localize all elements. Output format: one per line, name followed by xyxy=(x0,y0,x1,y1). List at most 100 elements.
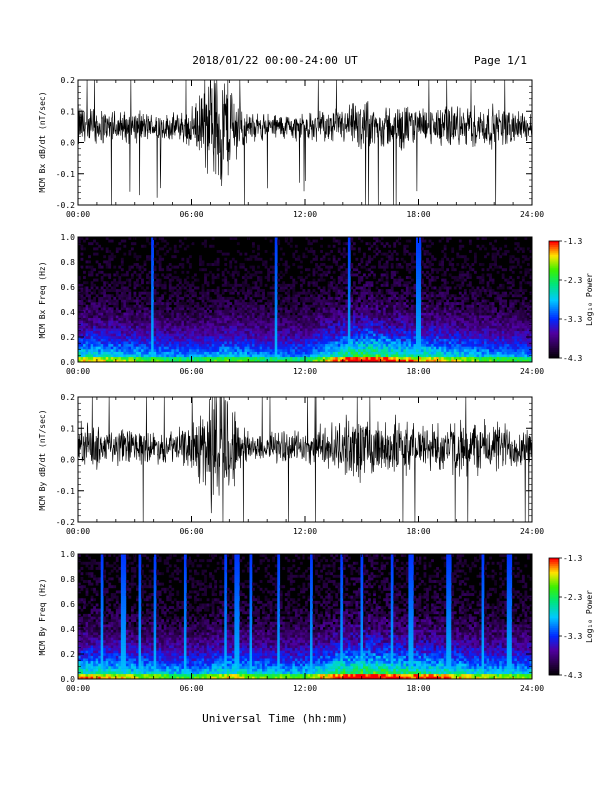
spectrogram-cell xyxy=(279,257,283,261)
spectrogram-cell xyxy=(390,304,394,308)
spectrogram-cell xyxy=(388,244,392,248)
spectrogram-cell xyxy=(390,341,394,345)
spectrogram-cell xyxy=(373,299,376,303)
spectrogram-cell xyxy=(428,260,432,264)
spectrogram-cell xyxy=(201,341,205,345)
spectrogram-cell xyxy=(355,315,359,319)
spectrogram-cell xyxy=(373,302,376,305)
spectrogram-cell xyxy=(201,328,205,332)
spectrogram-cell xyxy=(363,341,366,345)
spectrogram-cell xyxy=(438,294,442,298)
spectrogram-cell xyxy=(436,289,439,292)
spectrogram-cell xyxy=(125,278,129,282)
spectrogram-cell xyxy=(128,291,132,295)
spectrogram-cell xyxy=(136,317,139,321)
spectrogram-cell xyxy=(151,346,154,350)
spectrogram-cell xyxy=(108,255,112,259)
spectrogram-cell xyxy=(178,356,182,360)
spectrogram-cell xyxy=(163,354,167,358)
spectrogram-cell xyxy=(352,320,356,324)
spectrogram-cell xyxy=(378,346,381,350)
spectrogram-cell xyxy=(380,309,384,313)
spectrogram-cell xyxy=(204,302,207,305)
spectrogram-cell xyxy=(390,283,394,287)
spectrogram-cell xyxy=(249,289,253,292)
spectrogram-cell xyxy=(370,346,374,350)
spectrogram-cell xyxy=(431,341,434,345)
spectrogram-cell xyxy=(98,317,101,321)
spectrogram-cell xyxy=(305,291,308,295)
spectrogram-cell xyxy=(426,294,429,298)
spectrogram-cell xyxy=(383,315,387,319)
spectrogram-cell xyxy=(136,255,139,259)
spectrogram-cell xyxy=(85,346,89,350)
spectrogram-cell xyxy=(166,359,170,363)
spectrogram-cell xyxy=(100,356,104,360)
spectrogram-cell xyxy=(365,289,369,292)
spectrogram-cell xyxy=(307,304,311,308)
spectrogram-cell xyxy=(310,312,313,316)
spectrogram-cell xyxy=(178,330,182,334)
spectrogram-cell xyxy=(98,356,101,360)
spectrogram-cell xyxy=(352,317,356,321)
spectrogram-cell xyxy=(194,304,197,308)
spectrogram-cell xyxy=(282,351,286,355)
spectrogram-cell xyxy=(441,291,445,295)
spectrogram-cell xyxy=(95,294,99,298)
spectrogram-cell xyxy=(153,335,157,339)
spectrogram-cell xyxy=(413,328,417,332)
spectrogram-cell xyxy=(342,250,346,253)
spectrogram-cell xyxy=(317,338,321,342)
spectrogram-cell xyxy=(141,312,144,316)
spectrogram-cell xyxy=(153,322,157,326)
spectrogram-cell xyxy=(269,346,273,350)
spectrogram-cell xyxy=(370,328,374,332)
spectrogram-cell xyxy=(446,351,450,355)
spectrogram-cell xyxy=(426,359,429,363)
spectrogram-cell xyxy=(100,325,104,329)
spectrogram-cell xyxy=(418,294,422,298)
spectrogram-cell xyxy=(128,330,132,334)
spectrogram-cell xyxy=(199,335,202,339)
spectrogram-cell xyxy=(138,322,142,326)
spectrogram-cell xyxy=(85,260,89,264)
spectrogram-cell xyxy=(105,356,109,360)
spectrogram-cell xyxy=(431,294,434,298)
spectrogram-cell xyxy=(183,330,187,334)
spectrogram-cell xyxy=(95,260,99,264)
spectrogram-cell xyxy=(118,343,122,347)
spectrogram-cell xyxy=(206,346,210,350)
spectrogram-cell xyxy=(262,315,265,319)
spectrogram-cell xyxy=(378,351,381,355)
spectrogram-cell xyxy=(105,299,109,303)
spectrogram-cell xyxy=(315,317,318,321)
spectrogram-cell xyxy=(368,338,371,342)
spectrogram-cell xyxy=(327,325,331,329)
spectrogram-cell xyxy=(310,356,313,360)
spectrogram-cell xyxy=(120,268,124,272)
spectrogram-cell xyxy=(224,317,228,321)
spectrogram-cell xyxy=(83,335,86,339)
spectrogram-cell xyxy=(274,354,278,358)
spectrogram-cell xyxy=(322,291,326,295)
spectrogram-cell xyxy=(380,333,384,337)
spectrogram-cell xyxy=(357,328,361,332)
spectrogram-cell xyxy=(231,291,235,295)
spectrogram-cell xyxy=(125,338,129,342)
spectrogram-cell xyxy=(108,309,112,313)
spectrogram-cell xyxy=(259,333,263,337)
spectrogram-cell xyxy=(423,302,427,305)
spectrogram-cell xyxy=(181,317,185,321)
spectrogram-cell xyxy=(274,294,278,298)
spectrogram-cell xyxy=(305,333,308,337)
spectrogram-cell xyxy=(284,304,288,308)
spectrogram-cell xyxy=(269,270,273,274)
spectrogram-cell xyxy=(312,346,316,350)
spectrogram-cell xyxy=(363,320,366,324)
spectrogram-cell xyxy=(214,260,218,264)
spectrogram-cell xyxy=(90,291,94,295)
spectrogram-cell xyxy=(136,328,139,332)
spectrogram-cell xyxy=(224,252,228,256)
spectrogram-cell xyxy=(294,257,298,261)
spectrogram-cell xyxy=(211,237,215,240)
